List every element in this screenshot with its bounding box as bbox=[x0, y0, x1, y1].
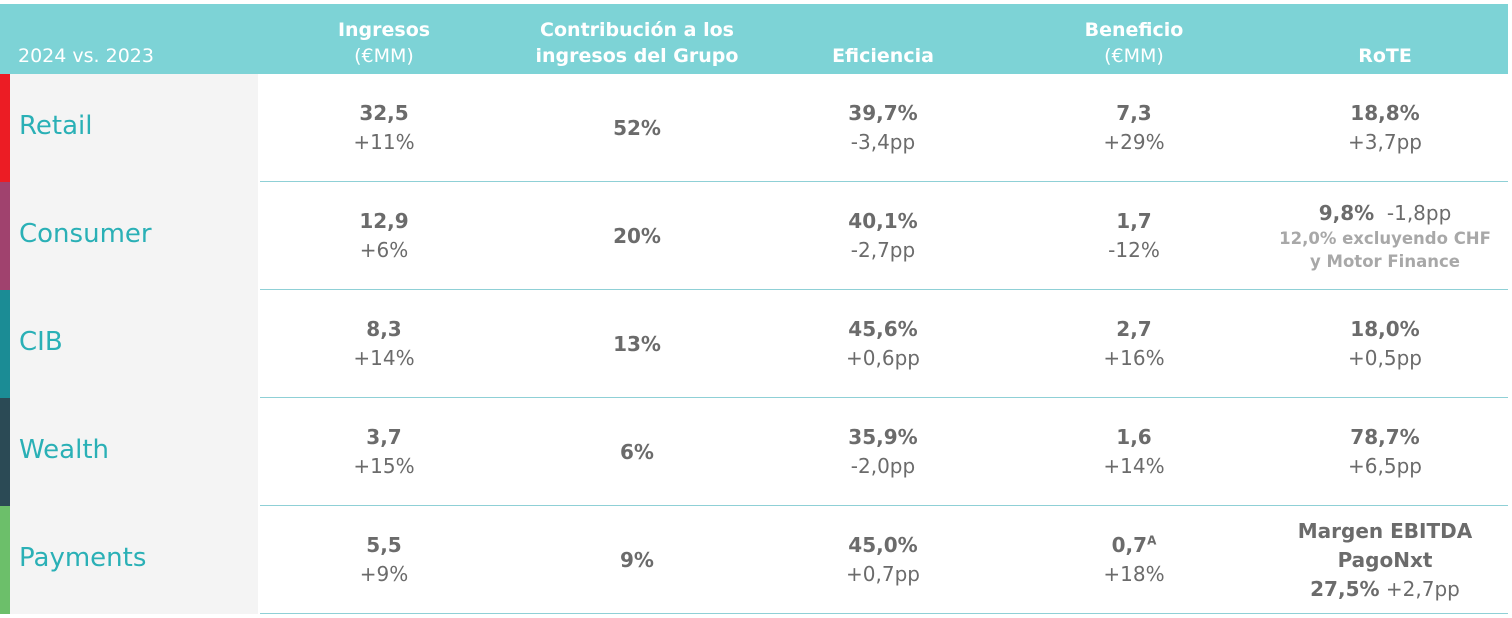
ingresos-cell: 8,3 +14% bbox=[353, 317, 415, 370]
ebitda-value-line: 27,5% +2,7pp bbox=[1310, 576, 1460, 601]
segment-color-bar bbox=[0, 290, 10, 398]
beneficio-cell: 7,3 +29% bbox=[1103, 101, 1165, 154]
ebitda-label: PagoNxt bbox=[1337, 547, 1433, 572]
ingresos-cell: 12,9 +6% bbox=[359, 209, 409, 262]
segment-name: Payments bbox=[19, 543, 147, 573]
contribucion-cell: 9% bbox=[620, 547, 654, 572]
beneficio-cell: 1,6 +14% bbox=[1103, 425, 1165, 478]
segment-cell bbox=[0, 398, 258, 506]
contribucion-cell: 52% bbox=[613, 115, 661, 140]
segment-name: Wealth bbox=[19, 435, 110, 465]
segment-cell bbox=[0, 506, 258, 614]
row-divider bbox=[260, 289, 1508, 290]
rote-cell: 18,8% +3,7pp bbox=[1348, 101, 1422, 154]
rote-cell: 18,0% +0,5pp bbox=[1348, 317, 1422, 370]
contribucion-cell: 20% bbox=[613, 223, 661, 248]
beneficio-cell: 2,7 +16% bbox=[1103, 317, 1165, 370]
table-row-retail: Retail 32,5 +11% 52% 39,7% -3,4pp 7,3 +2… bbox=[0, 74, 1508, 182]
row-divider bbox=[260, 613, 1508, 614]
header-period: 2024 vs. 2023 bbox=[18, 45, 154, 67]
ebitda-label: Margen EBITDA bbox=[1297, 518, 1473, 543]
rote-note: y Motor Finance bbox=[1310, 251, 1460, 271]
rote-value-line: 9,8% -1,8pp bbox=[1318, 200, 1452, 225]
segment-color-bar bbox=[0, 182, 10, 290]
segment-cell bbox=[0, 74, 258, 182]
eficiencia-cell: 35,9% -2,0pp bbox=[848, 425, 918, 478]
segment-name: Retail bbox=[19, 111, 93, 141]
header-ingresos: Ingresos (€MM) bbox=[337, 19, 431, 67]
footnote-marker: A bbox=[1147, 533, 1157, 548]
header-eficiencia: Eficiencia bbox=[832, 45, 934, 67]
segment-color-bar bbox=[0, 398, 10, 506]
segment-color-bar bbox=[0, 506, 10, 614]
row-divider bbox=[260, 397, 1508, 398]
table-header: 2024 vs. 2023 Ingresos (€MM) Contribució… bbox=[0, 4, 1508, 74]
segment-cell bbox=[0, 182, 258, 290]
segment-name: CIB bbox=[19, 327, 63, 357]
ingresos-cell: 32,5 +11% bbox=[353, 101, 415, 154]
header-beneficio: Beneficio (€MM) bbox=[1084, 19, 1184, 67]
eficiencia-cell: 45,6% +0,6pp bbox=[846, 317, 920, 370]
table-row-wealth: Wealth 3,7 +15% 6% 35,9% -2,0pp 1,6 +14%… bbox=[0, 398, 1508, 506]
table-row-consumer: Consumer 12,9 +6% 20% 40,1% -2,7pp 1,7 -… bbox=[0, 182, 1508, 290]
contribucion-cell: 6% bbox=[620, 439, 654, 464]
row-divider bbox=[260, 505, 1508, 506]
contribucion-cell: 13% bbox=[613, 331, 661, 356]
table-row-payments: Payments 5,5 +9% 9% 45,0% +0,7pp 0,7A +1… bbox=[0, 506, 1508, 614]
segment-color-bar bbox=[0, 74, 10, 182]
eficiencia-cell: 45,0% +0,7pp bbox=[846, 533, 920, 586]
rote-cell: 78,7% +6,5pp bbox=[1348, 425, 1422, 478]
eficiencia-cell: 39,7% -3,4pp bbox=[848, 101, 918, 154]
segment-name: Consumer bbox=[19, 219, 152, 249]
beneficio-cell: 0,7A +18% bbox=[1103, 533, 1165, 586]
table-row-cib: CIB 8,3 +14% 13% 45,6% +0,6pp 2,7 +16% 1… bbox=[0, 290, 1508, 398]
eficiencia-cell: 40,1% -2,7pp bbox=[848, 209, 918, 262]
beneficio-cell: 1,7 -12% bbox=[1108, 209, 1160, 262]
ingresos-cell: 3,7 +15% bbox=[353, 425, 415, 478]
ingresos-cell: 5,5 +9% bbox=[359, 533, 409, 586]
rote-cell: 9,8% -1,8pp 12,0% excluyendo CHF y Motor… bbox=[1270, 182, 1500, 290]
header-contribucion: Contribución a los ingresos del Grupo bbox=[535, 19, 739, 67]
rote-note: 12,0% excluyendo CHF bbox=[1279, 228, 1491, 248]
row-divider bbox=[260, 181, 1508, 182]
segment-cell bbox=[0, 290, 258, 398]
rote-cell: Margen EBITDA PagoNxt 27,5% +2,7pp bbox=[1270, 506, 1500, 614]
header-rote: RoTE bbox=[1358, 45, 1412, 67]
